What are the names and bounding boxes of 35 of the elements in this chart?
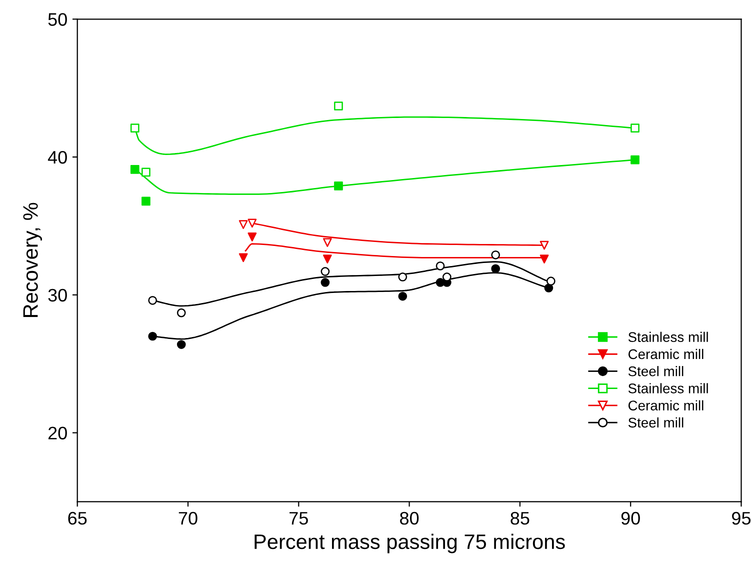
point — [248, 218, 257, 228]
legend-label: Ceramic mill — [628, 400, 704, 410]
x-tick-label: 90 — [621, 512, 640, 525]
x-tick-label: 75 — [290, 512, 308, 525]
point — [130, 124, 140, 132]
x-axis-title: Percent mass passing 75 microns — [254, 534, 565, 554]
point — [238, 253, 248, 262]
point — [142, 168, 150, 177]
point — [540, 240, 549, 250]
legend-label: Ceramic mill — [628, 348, 704, 360]
point — [238, 220, 248, 229]
point — [142, 196, 150, 206]
x-tick-label: 95 — [732, 512, 751, 525]
y-axis-title: Recovery, % — [23, 202, 42, 317]
y-tick-label: 20 — [48, 426, 67, 440]
y-tick-label: 40 — [48, 150, 67, 164]
legend-label: Stainless mill — [628, 332, 708, 342]
point — [322, 238, 332, 247]
point — [248, 232, 257, 242]
point — [334, 182, 343, 190]
x-tick-label: 80 — [400, 512, 419, 525]
legend-label: Steel mill — [628, 417, 684, 428]
point — [334, 102, 343, 110]
point — [540, 254, 549, 264]
point — [630, 155, 640, 164]
y-tick-label: 30 — [48, 288, 67, 302]
x-tick-label: 65 — [68, 512, 87, 525]
y-tick-label: 50 — [48, 13, 67, 26]
x-tick-label: 85 — [510, 512, 530, 525]
legend-label: Stainless mill — [628, 383, 708, 394]
point — [130, 164, 140, 174]
legend-label: Steel mill — [628, 366, 684, 376]
point — [630, 124, 640, 132]
point — [322, 254, 332, 264]
x-tick-label: 70 — [178, 512, 198, 525]
